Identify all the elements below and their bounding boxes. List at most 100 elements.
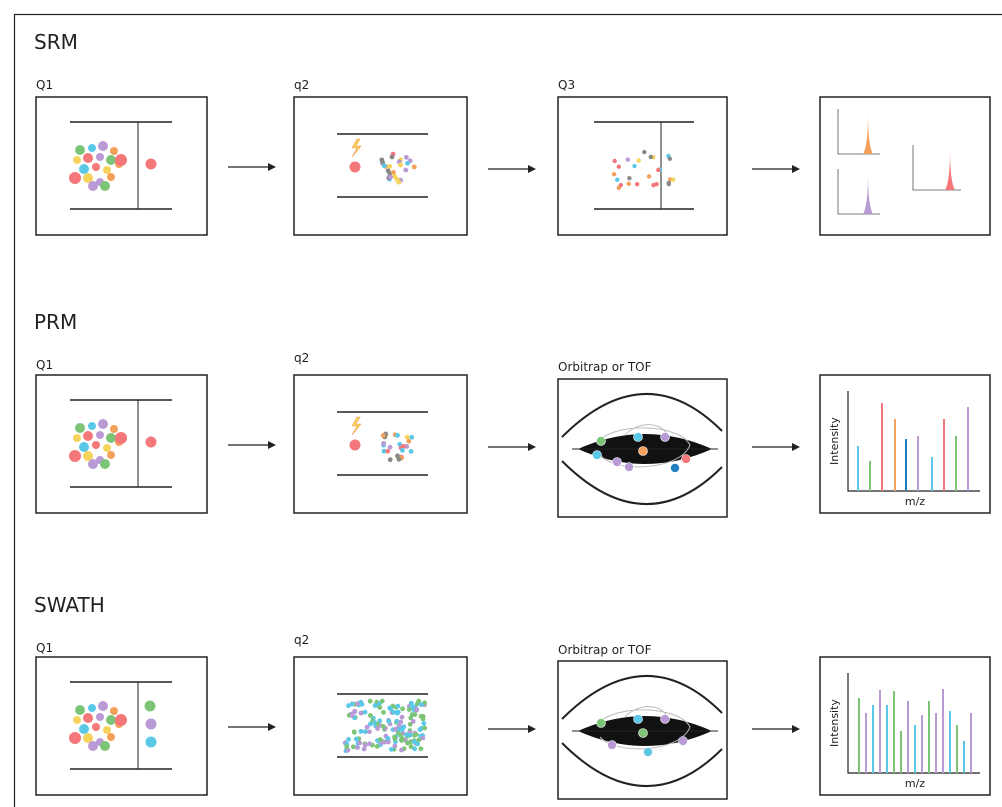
- ion: [98, 419, 108, 429]
- fragment: [394, 710, 400, 716]
- ion: [607, 740, 617, 750]
- fragment: [399, 714, 405, 720]
- fragment: [346, 703, 351, 709]
- ion: [98, 141, 108, 151]
- fragment: [403, 167, 409, 173]
- fragment: [399, 747, 404, 753]
- ion: [612, 457, 622, 467]
- arrow-head: [792, 443, 800, 451]
- fragment: [364, 724, 370, 730]
- ion: [83, 173, 93, 183]
- fragment: [646, 174, 652, 179]
- fragment: [611, 172, 617, 177]
- ion: [73, 716, 81, 724]
- orbitrap-outer: [561, 392, 723, 438]
- selected-ion: [145, 718, 157, 730]
- fragment: [358, 728, 364, 734]
- fragment: [625, 157, 631, 162]
- fragment: [361, 746, 367, 752]
- ion: [106, 155, 116, 165]
- fragment: [392, 734, 397, 740]
- fragment: [395, 432, 400, 438]
- fragment: [403, 154, 409, 160]
- fragment: [381, 440, 387, 446]
- fragment: [414, 707, 419, 713]
- fragment: [654, 181, 659, 187]
- fragment: [418, 746, 424, 752]
- fragment: [353, 736, 359, 742]
- ion: [83, 153, 93, 163]
- fragment: [367, 713, 373, 718]
- fragment: [406, 438, 412, 444]
- fragment: [388, 746, 394, 752]
- fragment: [387, 444, 393, 450]
- orbitrap-outer: [561, 460, 723, 506]
- ion: [83, 451, 93, 461]
- fragment: [399, 726, 405, 732]
- fragment: [626, 181, 631, 186]
- arrow-head: [268, 163, 276, 171]
- ion: [88, 422, 96, 430]
- stage-label: Q1: [36, 641, 53, 655]
- precursor: [349, 161, 361, 173]
- fragment: [666, 180, 671, 186]
- ion: [115, 154, 127, 166]
- ion: [96, 713, 104, 721]
- fragment: [416, 737, 422, 743]
- ion: [596, 718, 606, 728]
- fragment: [350, 744, 356, 750]
- fragment: [632, 163, 637, 169]
- ion: [69, 450, 81, 462]
- ion: [106, 715, 116, 725]
- stage-box: [293, 96, 468, 236]
- fragment: [636, 158, 641, 163]
- y-axis-label: Intensity: [828, 417, 841, 465]
- fragment: [377, 705, 383, 710]
- ion: [660, 432, 670, 442]
- ion: [75, 145, 85, 155]
- ion: [83, 713, 93, 723]
- stage-label: q2: [294, 78, 309, 92]
- fragment: [409, 712, 415, 718]
- fragment: [362, 709, 368, 715]
- ion: [88, 741, 98, 751]
- fragment: [385, 739, 391, 745]
- stage-label: Orbitrap or TOF: [558, 643, 652, 657]
- ion: [624, 462, 634, 472]
- spectrum-axes: [847, 391, 980, 492]
- stage-label: q2: [294, 351, 309, 365]
- fragment: [612, 158, 617, 164]
- mini-peak: [863, 113, 873, 154]
- ion: [633, 714, 643, 724]
- fragment: [395, 703, 401, 709]
- fragment: [421, 720, 427, 726]
- stage-box: [819, 656, 991, 796]
- fragment: [357, 740, 363, 746]
- ion: [110, 147, 118, 155]
- ion: [106, 433, 116, 443]
- fragment: [418, 702, 424, 708]
- fragment: [634, 181, 640, 187]
- ion: [88, 144, 96, 152]
- row-title: PRM: [34, 310, 77, 334]
- fragment: [394, 718, 400, 724]
- fragment: [355, 745, 360, 750]
- row-title: SRM: [34, 30, 78, 54]
- arrow-head: [528, 725, 536, 733]
- ion: [633, 432, 643, 442]
- ion: [100, 459, 110, 469]
- fragment: [616, 164, 622, 169]
- fragment: [411, 739, 417, 745]
- selected-ion: [145, 158, 157, 170]
- fragment: [404, 434, 410, 440]
- stage-label: Q1: [36, 358, 53, 372]
- fragment: [396, 456, 402, 462]
- ion: [79, 442, 89, 452]
- fragment: [408, 744, 414, 749]
- fragment: [381, 163, 387, 169]
- fragment: [381, 709, 386, 715]
- fragment: [409, 434, 415, 440]
- fragment: [385, 448, 391, 454]
- ion: [110, 707, 118, 715]
- arrow-head: [792, 725, 800, 733]
